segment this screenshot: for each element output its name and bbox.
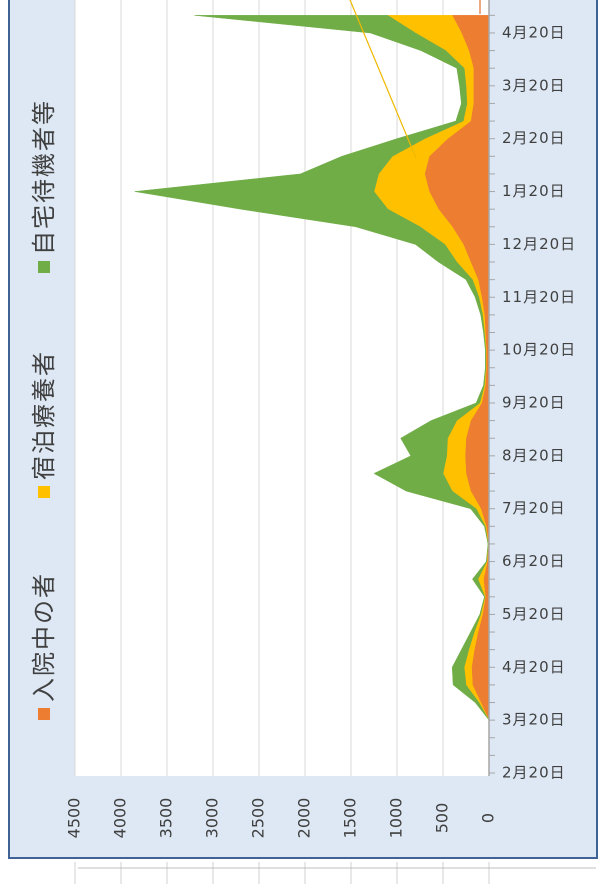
legend-swatch <box>38 708 50 720</box>
legend: 入院中の者 宿泊療養者 自宅待機者等 <box>30 99 58 720</box>
y-tick-label: 2月20日 <box>502 129 566 147</box>
x-tick-label: 3000 <box>203 798 222 839</box>
x-tick-label: 0 <box>479 813 498 823</box>
y-tick-label: 11月20日 <box>502 288 576 306</box>
legend-item: 入院中の者 <box>30 572 58 720</box>
legend-label: 入院中の者 <box>30 572 58 702</box>
y-tick-label: 1月20日 <box>502 182 566 200</box>
y-tick-label: 9月20日 <box>502 393 566 411</box>
y-tick-label: 4月20日 <box>502 23 566 41</box>
y-tick-label: 8月20日 <box>502 446 566 464</box>
legend-item: 自宅待機者等 <box>30 99 58 273</box>
legend-label: 宿泊療養者 <box>30 350 58 480</box>
y-tick-label: 7月20日 <box>502 499 566 517</box>
y-tick-label: 3月20日 <box>502 711 566 729</box>
x-tick-label: 1000 <box>387 798 406 839</box>
y-tick-label: 12月20日 <box>502 235 576 253</box>
x-tick-label: 4000 <box>111 798 130 839</box>
x-tick-label: 2500 <box>249 798 268 839</box>
legend-swatch <box>38 486 50 498</box>
plot-area <box>75 0 489 776</box>
y-tick-label: 5月20日 <box>502 605 566 623</box>
leader-line <box>349 0 417 159</box>
y-tick-label: 3月20日 <box>502 76 566 94</box>
x-tick-label: 500 <box>433 803 452 834</box>
x-tick-label: 3500 <box>157 798 176 839</box>
y-tick-label: 10月20日 <box>502 341 576 359</box>
areas <box>134 15 490 773</box>
legend-swatch <box>38 261 50 273</box>
legend-item: 宿泊療養者 <box>30 350 58 498</box>
y-tick-label: 4月20日 <box>502 658 566 676</box>
x-tick-label: 1500 <box>341 798 360 839</box>
y-tick-label: 2月20日 <box>502 764 566 782</box>
labels: 0 500 1000 1500 2000 2500 3000 3500 4000 4500 2月20… <box>65 14 576 839</box>
y-tick-label: 6月20日 <box>502 552 566 570</box>
x-tick-label: 4500 <box>65 798 84 839</box>
legend-label: 自宅待機者等 <box>30 99 58 255</box>
x-tick-label: 2000 <box>295 798 314 839</box>
area <box>134 15 490 773</box>
